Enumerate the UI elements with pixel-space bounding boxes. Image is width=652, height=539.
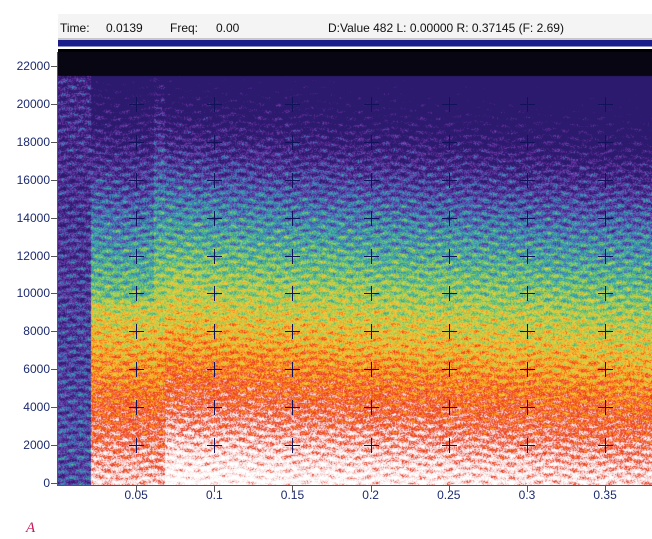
y-tick-label: 16000 — [16, 172, 50, 187]
y-tick-label: 4000 — [23, 400, 50, 415]
x-tick-mark — [214, 485, 216, 492]
y-tick-label: 22000 — [16, 59, 50, 73]
spectrogram-plot[interactable] — [58, 52, 652, 485]
x-tick-label: 0.3 — [518, 488, 536, 502]
y-tick-mark — [51, 103, 58, 105]
cursor-readout: D:Value 482 L: 0.00000 R: 0.37145 (F: 2.… — [328, 21, 564, 35]
header-rule — [58, 40, 652, 52]
y-tick-label: 6000 — [23, 362, 50, 377]
x-tick-label: 0.05 — [124, 488, 148, 502]
status-bar: Time: 0.0139 Freq: 0.00 D:Value 482 L: 0… — [58, 14, 652, 40]
y-tick-mark — [51, 255, 58, 257]
y-tick-label: 8000 — [23, 324, 50, 339]
time-value: 0.0139 — [106, 21, 143, 35]
y-tick-label: 14000 — [16, 210, 50, 225]
x-tick-mark — [526, 485, 528, 492]
y-tick-label: 2000 — [23, 438, 50, 453]
y-tick-mark — [51, 483, 58, 484]
x-tick-label: 0.35 — [593, 488, 617, 502]
freq-label: Freq: — [170, 21, 199, 35]
y-tick-label: 0 — [43, 476, 50, 490]
x-tick-label: 0.2 — [362, 488, 379, 502]
y-tick-mark — [51, 66, 58, 67]
x-tick-mark — [292, 485, 294, 492]
y-tick-mark — [51, 369, 58, 371]
y-tick-label: 10000 — [16, 286, 50, 301]
y-tick-label: 12000 — [16, 248, 50, 263]
y-tick-mark — [51, 331, 58, 333]
y-axis — [57, 52, 58, 486]
x-tick-mark — [448, 485, 450, 492]
y-tick-mark — [51, 141, 58, 143]
x-tick-label: 0.25 — [437, 488, 461, 502]
y-tick-mark — [51, 293, 58, 295]
y-tick-mark — [51, 407, 58, 409]
x-tick-mark — [136, 485, 138, 492]
freq-value: 0.00 — [216, 21, 240, 35]
x-tick-label: 0.1 — [205, 488, 223, 502]
figure-panel-letter: A — [26, 520, 36, 536]
x-tick-mark — [605, 485, 607, 492]
y-tick-mark — [51, 217, 58, 219]
x-tick-mark — [370, 485, 372, 492]
y-tick-mark — [51, 445, 58, 447]
x-axis — [57, 485, 652, 486]
y-tick-label: 18000 — [16, 134, 50, 149]
y-tick-mark — [51, 179, 58, 181]
y-tick-label: 20000 — [16, 96, 50, 111]
time-label: Time: — [60, 21, 90, 35]
x-tick-label: 0.15 — [280, 488, 305, 502]
